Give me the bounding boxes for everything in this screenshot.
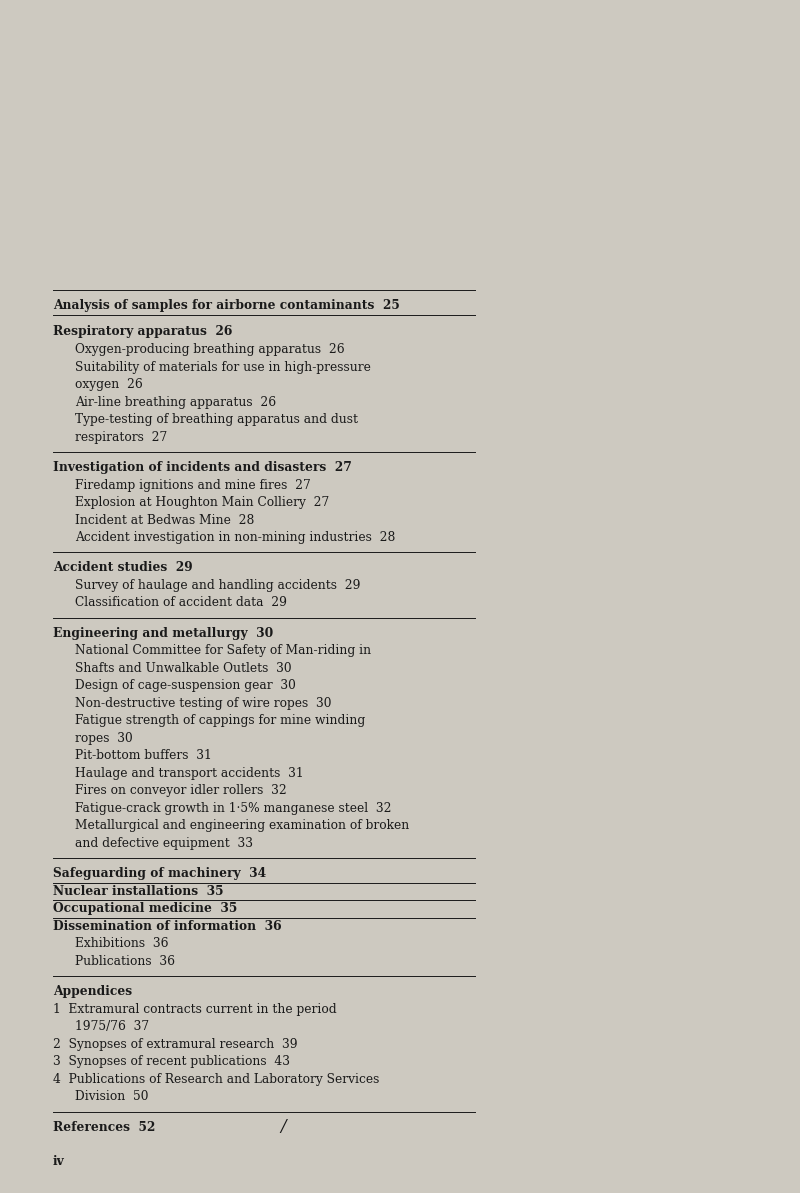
Text: oxygen  26: oxygen 26 xyxy=(75,378,142,391)
Text: Oxygen-producing breathing apparatus  26: Oxygen-producing breathing apparatus 26 xyxy=(75,344,345,356)
Text: Appendices: Appendices xyxy=(53,985,132,999)
Text: Investigation of incidents and disasters  27: Investigation of incidents and disasters… xyxy=(53,460,352,474)
Text: National Committee for Safety of Man-riding in: National Committee for Safety of Man-rid… xyxy=(75,644,371,657)
Text: ropes  30: ropes 30 xyxy=(75,733,133,744)
Text: Publications  36: Publications 36 xyxy=(75,956,175,968)
Text: Classification of accident data  29: Classification of accident data 29 xyxy=(75,596,287,610)
Text: Fatigue-crack growth in 1·5% manganese steel  32: Fatigue-crack growth in 1·5% manganese s… xyxy=(75,802,391,815)
Text: Division  50: Division 50 xyxy=(75,1090,149,1104)
Text: Accident studies  29: Accident studies 29 xyxy=(53,562,193,575)
Text: Fires on conveyor idler rollers  32: Fires on conveyor idler rollers 32 xyxy=(75,785,286,797)
Text: Analysis of samples for airborne contaminants  25: Analysis of samples for airborne contami… xyxy=(53,299,400,313)
Text: and defective equipment  33: and defective equipment 33 xyxy=(75,837,253,849)
Text: /: / xyxy=(280,1118,286,1135)
Text: iv: iv xyxy=(53,1155,65,1168)
Text: 3  Synopses of recent publications  43: 3 Synopses of recent publications 43 xyxy=(53,1056,290,1069)
Text: Pit-bottom buffers  31: Pit-bottom buffers 31 xyxy=(75,749,212,762)
Text: Incident at Bedwas Mine  28: Incident at Bedwas Mine 28 xyxy=(75,513,254,526)
Text: 1  Extramural contracts current in the period: 1 Extramural contracts current in the pe… xyxy=(53,1003,337,1016)
Text: Suitability of materials for use in high-pressure: Suitability of materials for use in high… xyxy=(75,360,371,373)
Text: Shafts and Unwalkable Outlets  30: Shafts and Unwalkable Outlets 30 xyxy=(75,662,292,675)
Text: Safeguarding of machinery  34: Safeguarding of machinery 34 xyxy=(53,867,266,880)
Text: Occupational medicine  35: Occupational medicine 35 xyxy=(53,902,238,915)
Text: Type-testing of breathing apparatus and dust: Type-testing of breathing apparatus and … xyxy=(75,413,358,426)
Text: 1975/76  37: 1975/76 37 xyxy=(75,1020,149,1033)
Text: Fatigue strength of cappings for mine winding: Fatigue strength of cappings for mine wi… xyxy=(75,715,366,728)
Text: Dissemination of information  36: Dissemination of information 36 xyxy=(53,920,282,933)
Text: Air-line breathing apparatus  26: Air-line breathing apparatus 26 xyxy=(75,396,276,408)
Text: Design of cage-suspension gear  30: Design of cage-suspension gear 30 xyxy=(75,680,296,692)
Text: Engineering and metallurgy  30: Engineering and metallurgy 30 xyxy=(53,628,274,639)
Text: Survey of haulage and handling accidents  29: Survey of haulage and handling accidents… xyxy=(75,579,361,592)
Text: Exhibitions  36: Exhibitions 36 xyxy=(75,938,169,951)
Text: References  52: References 52 xyxy=(53,1121,155,1135)
Text: Nuclear installations  35: Nuclear installations 35 xyxy=(53,885,223,898)
Text: Metallurgical and engineering examination of broken: Metallurgical and engineering examinatio… xyxy=(75,820,410,833)
Text: respirators  27: respirators 27 xyxy=(75,431,167,444)
Text: 4  Publications of Research and Laboratory Services: 4 Publications of Research and Laborator… xyxy=(53,1073,379,1086)
Text: 2  Synopses of extramural research  39: 2 Synopses of extramural research 39 xyxy=(53,1038,298,1051)
Text: Firedamp ignitions and mine fires  27: Firedamp ignitions and mine fires 27 xyxy=(75,478,310,492)
Text: Respiratory apparatus  26: Respiratory apparatus 26 xyxy=(53,326,232,339)
Text: Explosion at Houghton Main Colliery  27: Explosion at Houghton Main Colliery 27 xyxy=(75,496,330,509)
Text: Haulage and transport accidents  31: Haulage and transport accidents 31 xyxy=(75,767,304,780)
Text: Accident investigation in non-mining industries  28: Accident investigation in non-mining ind… xyxy=(75,531,395,544)
Text: Non-destructive testing of wire ropes  30: Non-destructive testing of wire ropes 30 xyxy=(75,697,331,710)
